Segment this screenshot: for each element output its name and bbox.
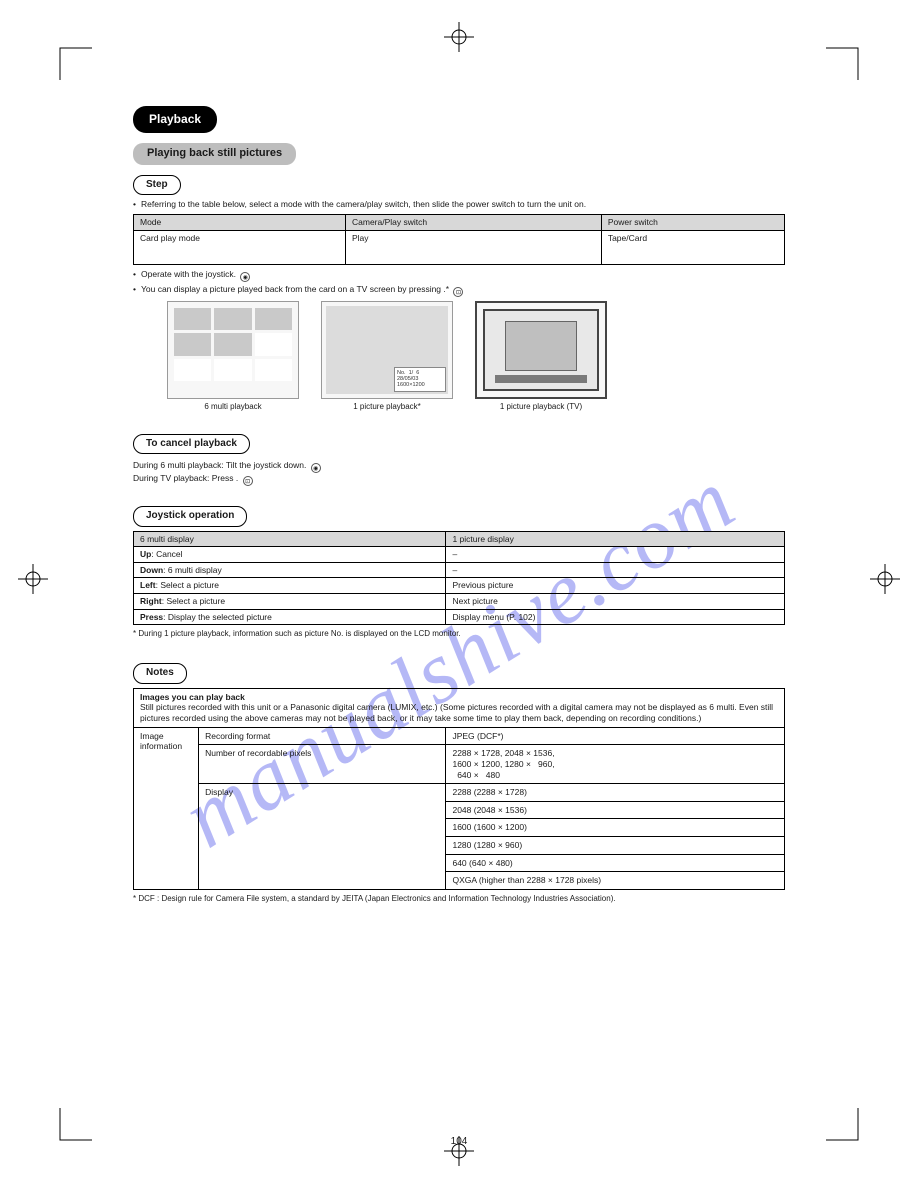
js-td: Display menu (P. 102)	[446, 609, 785, 625]
mode-th: Camera/Play switch	[346, 214, 602, 230]
notes-cell: 1280 (1280 × 960)	[446, 837, 785, 855]
js-td: Previous picture	[446, 578, 785, 594]
display-icon: ⊡	[453, 287, 463, 297]
joystick-icon: ◉	[311, 463, 321, 473]
section-subheader: Playing back still pictures	[133, 143, 296, 165]
display-icon: ⊡	[243, 476, 253, 486]
thumb-tv	[475, 301, 607, 399]
notes-cell: Images you can play backStill pictures r…	[134, 688, 785, 727]
notes-cell: 2288 (2288 × 1728)	[446, 784, 785, 802]
mode-td: Play	[346, 230, 602, 264]
joystick-title: Joystick operation	[133, 506, 247, 527]
cancel-line: During TV playback: Press . ⊡	[133, 473, 785, 486]
mode-td: Card play mode	[134, 230, 346, 264]
notes-title: Notes	[133, 663, 187, 684]
js-th: 1 picture display	[446, 531, 785, 547]
notes-cell: 2288 × 1728, 2048 × 1536, 1600 × 1200, 1…	[446, 745, 785, 784]
cancel-line: During 6 multi playback: Tilt the joysti…	[133, 460, 785, 473]
page-number: 104	[0, 1136, 918, 1149]
js-td: Up: Cancel	[134, 547, 446, 563]
notes-table: Images you can play backStill pictures r…	[133, 688, 785, 890]
section-header: Playback	[133, 106, 217, 133]
js-td: Down: 6 multi display	[134, 562, 446, 578]
js-td: Next picture	[446, 594, 785, 610]
operate-bullet: Operate with the joystick. ◉	[133, 269, 785, 282]
notes-footnote: * DCF : Design rule for Camera File syst…	[133, 894, 785, 904]
js-td: Right: Select a picture	[134, 594, 446, 610]
thumb-caption: 1 picture playback*	[321, 402, 453, 412]
js-td: Press: Display the selected picture	[134, 609, 446, 625]
operate-bullet: You can display a picture played back fr…	[133, 284, 785, 297]
notes-cell: 2048 (2048 × 1536)	[446, 801, 785, 819]
mode-td: Tape/Card	[601, 230, 784, 264]
step-label: Step	[133, 175, 181, 196]
thumb-caption: 1 picture playback (TV)	[475, 402, 607, 412]
mode-th: Mode	[134, 214, 346, 230]
cancel-title: To cancel playback	[133, 434, 250, 455]
js-td: –	[446, 547, 785, 563]
notes-cell: Recording format	[199, 727, 446, 745]
thumb-multi	[167, 301, 299, 399]
js-td: –	[446, 562, 785, 578]
notes-cell: Display	[199, 784, 446, 890]
notes-cell: QXGA (higher than 2288 × 1728 pixels)	[446, 872, 785, 890]
mode-table: Mode Camera/Play switch Power switch Car…	[133, 214, 785, 265]
notes-cell: 1600 (1600 × 1200)	[446, 819, 785, 837]
joystick-table: 6 multi display 1 picture display Up: Ca…	[133, 531, 785, 626]
thumb-caption: 6 multi playback	[167, 402, 299, 412]
notes-cell: 640 (640 × 480)	[446, 854, 785, 872]
info-badge: No. 1/ 628/05/031600×1200	[394, 367, 446, 391]
joystick-icon: ◉	[240, 272, 250, 282]
mode-th: Power switch	[601, 214, 784, 230]
thumbnail-row: 6 multi playback No. 1/ 628/05/031600×12…	[167, 301, 785, 412]
thumb-single: No. 1/ 628/05/031600×1200	[321, 301, 453, 399]
js-td: Left: Select a picture	[134, 578, 446, 594]
step-bullet: Referring to the table below, select a m…	[133, 199, 785, 210]
notes-sidehead: Image information	[134, 727, 199, 889]
joystick-footnote: * During 1 picture playback, information…	[133, 629, 785, 639]
notes-cell: JPEG (DCF*)	[446, 727, 785, 745]
notes-cell: Number of recordable pixels	[199, 745, 446, 784]
js-th: 6 multi display	[134, 531, 446, 547]
